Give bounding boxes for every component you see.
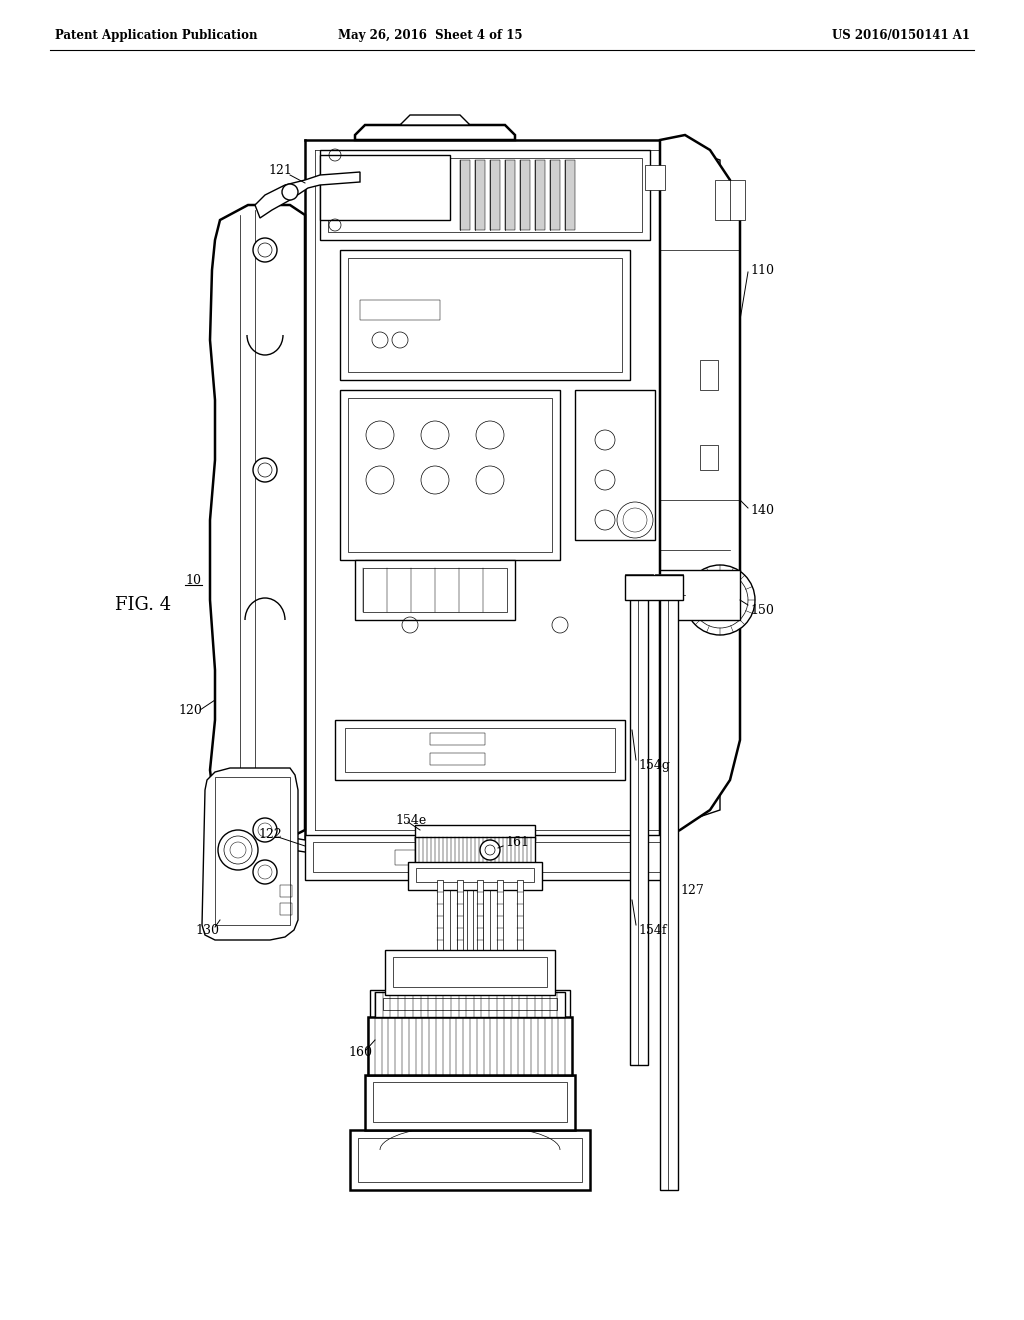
Bar — [457, 880, 463, 1119]
Bar — [416, 869, 534, 882]
Polygon shape — [400, 115, 470, 125]
Bar — [319, 150, 650, 240]
Bar — [535, 160, 545, 230]
Bar — [625, 576, 683, 601]
Text: Patent Application Publication: Patent Application Publication — [55, 29, 257, 41]
Text: 120: 120 — [178, 704, 202, 717]
Bar — [319, 154, 450, 220]
Bar — [490, 160, 500, 230]
Text: 130: 130 — [195, 924, 219, 936]
Bar — [490, 836, 500, 1040]
Bar — [393, 957, 547, 987]
Bar — [373, 1082, 567, 1122]
Bar — [408, 862, 542, 890]
Bar — [565, 160, 575, 230]
Bar — [350, 1130, 590, 1191]
Bar — [715, 180, 745, 220]
Bar — [497, 880, 503, 1119]
Polygon shape — [255, 172, 360, 218]
Circle shape — [253, 238, 278, 261]
Bar — [335, 719, 625, 780]
Text: FIG. 4: FIG. 4 — [115, 597, 171, 614]
Bar — [660, 579, 678, 1191]
Text: 140: 140 — [750, 503, 774, 516]
Bar — [395, 850, 455, 865]
Text: 10: 10 — [185, 573, 201, 586]
Bar — [340, 249, 630, 380]
Polygon shape — [355, 125, 515, 140]
Text: 110: 110 — [750, 264, 774, 276]
Circle shape — [253, 458, 278, 482]
Bar — [348, 399, 552, 552]
Bar — [630, 585, 648, 1065]
Bar — [385, 950, 555, 995]
Bar — [575, 389, 655, 540]
Circle shape — [685, 565, 755, 635]
Bar — [475, 160, 485, 230]
Bar — [505, 160, 515, 230]
Bar — [437, 880, 443, 1119]
Text: 160: 160 — [348, 1045, 372, 1059]
Bar — [355, 560, 515, 620]
Bar — [420, 841, 455, 847]
Polygon shape — [210, 205, 305, 842]
Polygon shape — [660, 140, 720, 830]
Bar — [655, 574, 683, 586]
Circle shape — [480, 840, 500, 861]
Bar — [365, 1074, 575, 1130]
Bar — [280, 884, 292, 898]
Text: May 26, 2016  Sheet 4 of 15: May 26, 2016 Sheet 4 of 15 — [338, 29, 522, 41]
Bar — [700, 360, 718, 389]
Text: 127: 127 — [680, 883, 703, 896]
Bar — [348, 257, 622, 372]
Circle shape — [253, 861, 278, 884]
Bar — [280, 903, 292, 915]
Bar — [477, 880, 483, 1119]
Bar — [517, 880, 523, 1119]
Bar — [362, 568, 507, 612]
Bar — [215, 777, 290, 925]
Bar — [625, 574, 653, 586]
Bar — [440, 836, 450, 1040]
Text: 122: 122 — [258, 829, 282, 842]
Bar — [383, 998, 557, 1010]
Polygon shape — [660, 135, 740, 840]
Text: 150: 150 — [750, 603, 774, 616]
Bar — [360, 300, 440, 319]
Circle shape — [218, 830, 258, 870]
Bar — [700, 445, 718, 470]
Bar — [370, 990, 570, 1020]
Bar — [378, 997, 562, 1012]
Bar — [460, 160, 470, 230]
Bar — [305, 836, 670, 880]
Bar — [328, 158, 642, 232]
Bar — [430, 752, 485, 766]
Bar — [550, 160, 560, 230]
Bar — [340, 389, 560, 560]
Bar — [430, 733, 485, 744]
Polygon shape — [202, 768, 298, 940]
Text: 154f: 154f — [638, 924, 667, 936]
Text: 154e: 154e — [395, 813, 426, 826]
Bar — [368, 1016, 572, 1074]
Polygon shape — [660, 570, 740, 620]
Text: US 2016/0150141 A1: US 2016/0150141 A1 — [831, 29, 970, 41]
Bar — [645, 165, 665, 190]
Bar — [375, 993, 565, 1016]
Circle shape — [282, 183, 298, 201]
Bar — [520, 160, 530, 230]
Bar — [415, 837, 535, 865]
Text: 121: 121 — [268, 164, 292, 177]
Circle shape — [253, 818, 278, 842]
Bar — [313, 842, 662, 873]
Text: 161: 161 — [505, 836, 529, 849]
Bar — [415, 825, 535, 840]
Polygon shape — [255, 820, 360, 857]
Bar — [457, 836, 467, 1040]
Bar — [358, 1138, 582, 1181]
Bar — [345, 729, 615, 772]
Bar — [473, 836, 483, 1040]
Text: 154g: 154g — [638, 759, 670, 771]
